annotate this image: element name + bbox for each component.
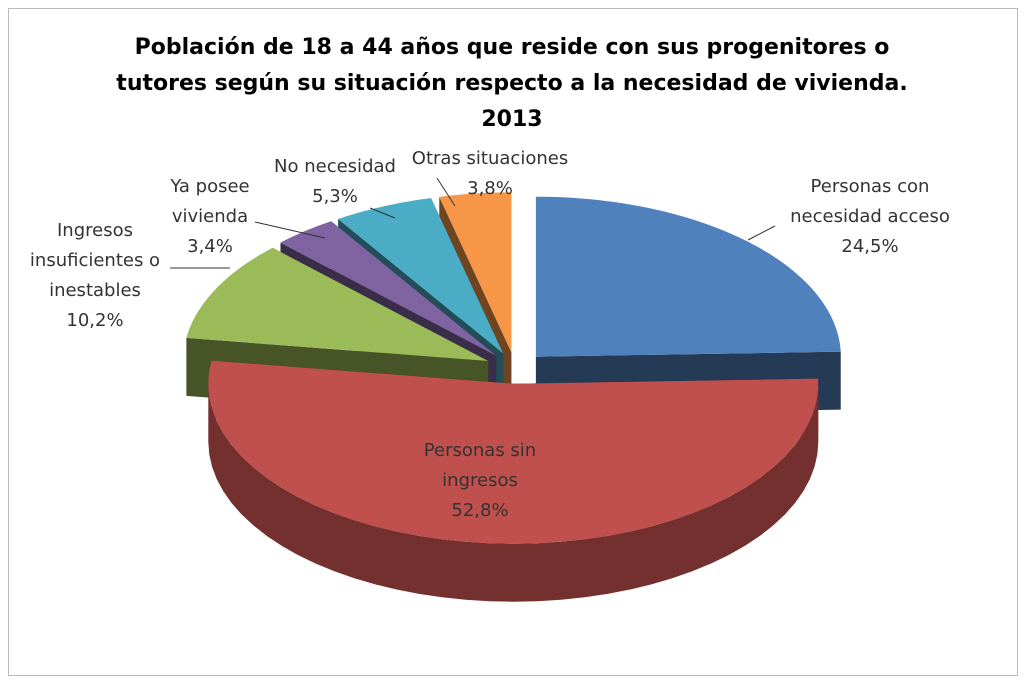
category-label: Otras situaciones <box>411 148 569 169</box>
category-label: Ya posee vivienda <box>170 176 250 227</box>
data-label: Otras situaciones 3,8% <box>395 144 585 204</box>
category-label: Personas sin ingresos <box>423 440 537 491</box>
data-label: Ingresos insuficientes o inestables 10,2% <box>15 216 175 336</box>
category-label: Personas con necesidad acceso <box>790 176 950 227</box>
chart-title: Población de 18 a 44 años que reside con… <box>116 35 908 132</box>
data-label: Personas con necesidad acceso 24,5% <box>775 172 965 262</box>
leader-line <box>436 177 456 207</box>
slice <box>439 192 512 353</box>
leader-line <box>254 221 326 239</box>
leader-line <box>747 225 776 241</box>
leader-line <box>369 207 396 219</box>
value-label: 52,8% <box>451 500 509 521</box>
data-label: Personas sin ingresos 52,8% <box>405 436 555 526</box>
value-label: 10,2% <box>66 310 124 331</box>
value-label: 24,5% <box>841 236 899 257</box>
category-label: No necesidad <box>274 156 396 177</box>
slice <box>186 247 489 361</box>
slice <box>208 360 819 544</box>
value-label: 3,8% <box>467 178 513 199</box>
data-label: No necesidad 5,3% <box>265 152 405 212</box>
slice-wall <box>208 383 819 602</box>
slice <box>280 221 497 356</box>
value-label: 3,4% <box>187 236 233 257</box>
slice <box>338 198 504 354</box>
category-label: Ingresos insuficientes o inestables <box>29 220 161 301</box>
value-label: 5,3% <box>312 186 358 207</box>
slice <box>535 196 841 357</box>
data-label: Ya posee vivienda 3,4% <box>160 172 260 262</box>
chart-frame <box>8 8 1018 676</box>
